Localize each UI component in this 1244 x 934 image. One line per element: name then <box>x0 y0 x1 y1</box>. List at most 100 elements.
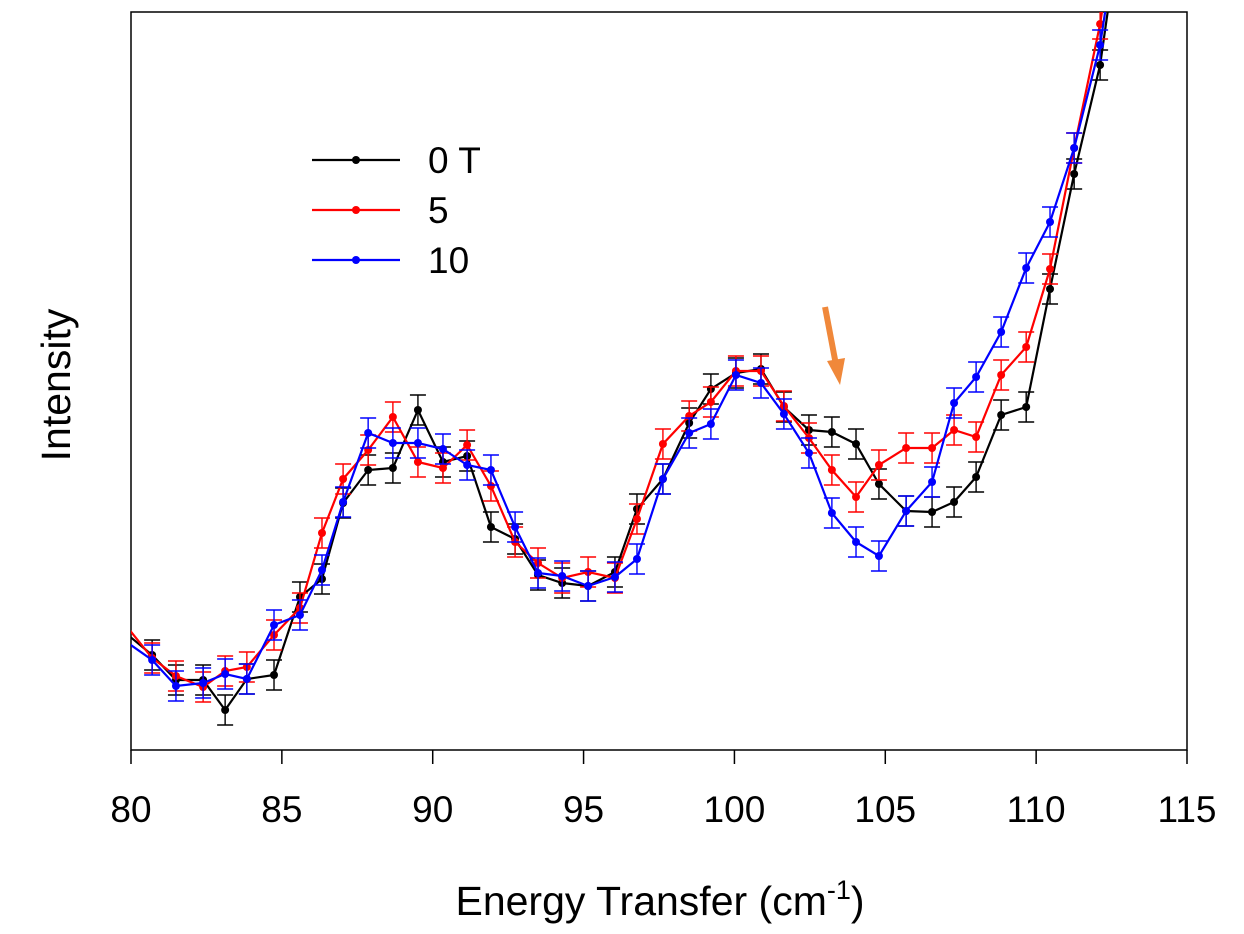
data-point <box>997 411 1006 419</box>
y-axis-title: Intensity <box>33 308 79 461</box>
arrow-annotation <box>822 306 846 385</box>
data-point <box>486 482 495 490</box>
data-point <box>731 371 740 379</box>
data-point <box>339 475 348 483</box>
x-tick-label: 95 <box>563 789 604 830</box>
data-point <box>632 555 641 563</box>
data-point <box>584 582 593 590</box>
data-point <box>950 426 959 434</box>
data-point <box>511 523 520 531</box>
data-point <box>1070 170 1079 178</box>
annotations <box>822 306 846 385</box>
data-point <box>874 480 883 488</box>
data-point <box>270 671 279 679</box>
data-point <box>1046 265 1055 273</box>
data-point <box>756 379 765 387</box>
data-point <box>339 498 348 506</box>
data-point <box>221 706 230 714</box>
data-point <box>364 429 373 437</box>
series-line <box>131 12 1104 689</box>
data-point <box>852 440 861 448</box>
data-point <box>902 444 911 452</box>
data-point <box>438 445 447 453</box>
data-point <box>558 572 567 580</box>
series-2 <box>131 12 1109 702</box>
data-point <box>242 675 251 683</box>
data-point <box>1022 403 1031 411</box>
x-axis-title: Energy Transfer (cm-1) <box>455 875 864 924</box>
data-point <box>364 466 373 474</box>
data-point <box>827 509 836 517</box>
data-point <box>685 429 694 437</box>
data-point <box>413 439 422 447</box>
data-point <box>902 507 911 515</box>
series-group <box>131 12 1109 726</box>
data-point <box>413 406 422 414</box>
legend: 0 T 5 10 <box>312 140 481 281</box>
data-point <box>270 621 279 629</box>
series-line <box>131 12 1109 712</box>
legend-label: 5 <box>428 190 449 231</box>
data-point <box>997 371 1006 379</box>
data-point <box>658 440 667 448</box>
data-point <box>804 449 813 457</box>
series-line <box>131 12 1107 688</box>
data-point <box>148 656 157 664</box>
data-point <box>388 439 397 447</box>
data-point <box>610 573 619 581</box>
legend-marker <box>352 156 360 164</box>
x-tick-label: 105 <box>854 789 916 830</box>
data-point <box>1022 264 1031 272</box>
data-point <box>221 670 230 678</box>
x-axis-title-main: Energy Transfer (cm <box>455 878 826 924</box>
series-1 <box>131 12 1109 703</box>
data-point <box>199 679 208 687</box>
data-point <box>874 461 883 469</box>
x-axis-ticks: 80 85 90 95 100 105 110 115 <box>110 750 1217 830</box>
data-point <box>388 464 397 472</box>
legend-label: 0 T <box>428 140 481 181</box>
data-point <box>706 420 715 428</box>
data-point <box>486 523 495 531</box>
data-point <box>950 498 959 506</box>
data-point <box>972 473 981 481</box>
x-axis-title-sup: -1 <box>827 875 851 905</box>
data-point <box>463 441 472 449</box>
legend-label: 10 <box>428 240 469 281</box>
data-point <box>658 475 667 483</box>
data-point <box>827 428 836 436</box>
data-point <box>317 566 326 574</box>
x-tick-label: 100 <box>704 789 766 830</box>
data-point <box>388 413 397 421</box>
x-tick-label: 80 <box>110 789 151 830</box>
data-point <box>317 529 326 537</box>
data-point <box>438 464 447 472</box>
data-point <box>928 508 937 516</box>
data-point <box>1046 285 1055 293</box>
plot-frame <box>130 11 1188 751</box>
data-point <box>706 398 715 406</box>
data-point <box>632 515 641 523</box>
data-point <box>997 328 1006 336</box>
data-point <box>413 458 422 466</box>
data-point <box>1096 41 1105 49</box>
legend-marker <box>352 256 360 264</box>
x-tick-label: 85 <box>261 789 302 830</box>
x-tick-label: 110 <box>1007 789 1066 830</box>
data-point <box>1022 343 1031 351</box>
data-point <box>1096 61 1105 69</box>
data-point <box>295 611 304 619</box>
data-point <box>1046 218 1055 226</box>
data-point <box>486 466 495 474</box>
x-tick-label: 115 <box>1158 789 1217 830</box>
data-point <box>827 466 836 474</box>
data-point <box>171 682 180 690</box>
data-point <box>950 399 959 407</box>
data-point <box>534 569 543 577</box>
x-axis-title-end: ) <box>851 878 865 924</box>
legend-marker <box>352 206 360 214</box>
data-point <box>852 493 861 501</box>
data-point <box>972 373 981 381</box>
data-point <box>463 461 472 469</box>
